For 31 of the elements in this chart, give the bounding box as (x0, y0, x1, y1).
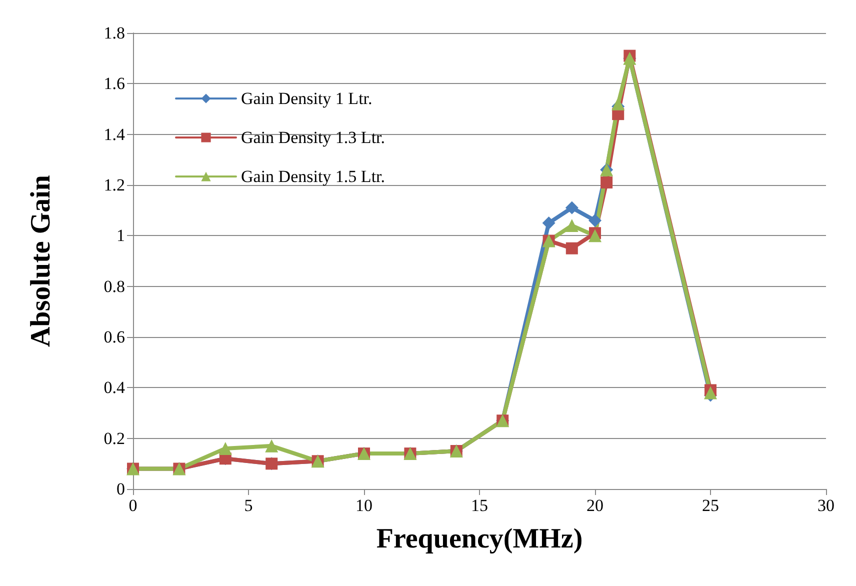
legend-label: Gain Density 1.3 Ltr. (241, 128, 386, 147)
y-axis-title: Absolute Gain (26, 174, 56, 347)
y-tick-label: 1.4 (104, 124, 126, 144)
legend-label: Gain Density 1 Ltr. (241, 89, 372, 108)
y-tick-label: 0 (116, 480, 125, 498)
point (218, 442, 232, 455)
point (265, 439, 278, 452)
y-tick-label: 1.8 (104, 24, 125, 42)
x-tick-label: 15 (471, 496, 488, 515)
y-tick-label: 1 (116, 226, 125, 246)
y-tick-label: 1.2 (104, 176, 125, 194)
x-tick-label: 5 (244, 496, 253, 515)
x-tick-label: 10 (356, 496, 372, 515)
point (566, 242, 578, 254)
y-tick-label: 0.6 (104, 328, 125, 346)
y-tick-label: 0.8 (104, 276, 125, 296)
y-tick-label: 1.6 (104, 74, 125, 94)
point (600, 176, 613, 188)
legend-label: Gain Density 1.5 Ltr. (241, 167, 386, 186)
point (565, 219, 578, 232)
point (588, 229, 602, 242)
point (542, 216, 556, 230)
x-tick-label: 0 (128, 496, 138, 515)
x-tick-label: 30 (818, 496, 834, 515)
x-tick-label: 25 (702, 496, 719, 515)
x-tick-label: 20 (586, 496, 604, 515)
point (588, 214, 602, 227)
point (565, 201, 578, 214)
y-tick-label: 0.2 (104, 428, 125, 448)
x-axis-title: Frequency(MHz) (376, 524, 583, 554)
y-tick-label: 0.4 (104, 378, 126, 398)
